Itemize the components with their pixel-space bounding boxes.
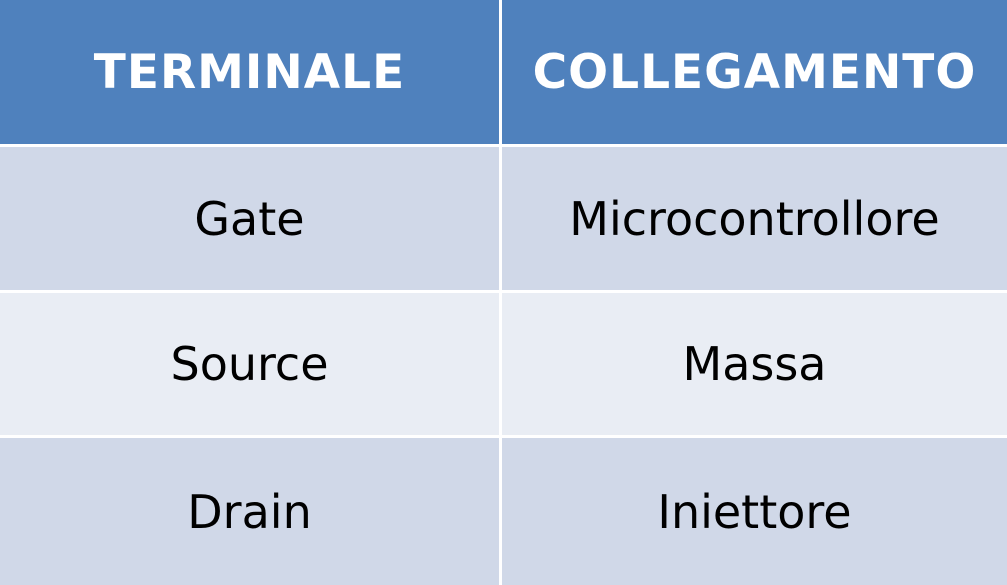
header-terminale: TERMINALE (0, 0, 502, 147)
header-collegamento: COLLEGAMENTO (502, 0, 1007, 147)
cell-connection-gate: Microcontrollore (502, 147, 1007, 293)
cell-connection-source: Massa (502, 293, 1007, 438)
cell-terminal-gate: Gate (0, 147, 502, 293)
cell-connection-drain: Iniettore (502, 438, 1007, 585)
cell-terminal-source: Source (0, 293, 502, 438)
cell-terminal-drain: Drain (0, 438, 502, 585)
